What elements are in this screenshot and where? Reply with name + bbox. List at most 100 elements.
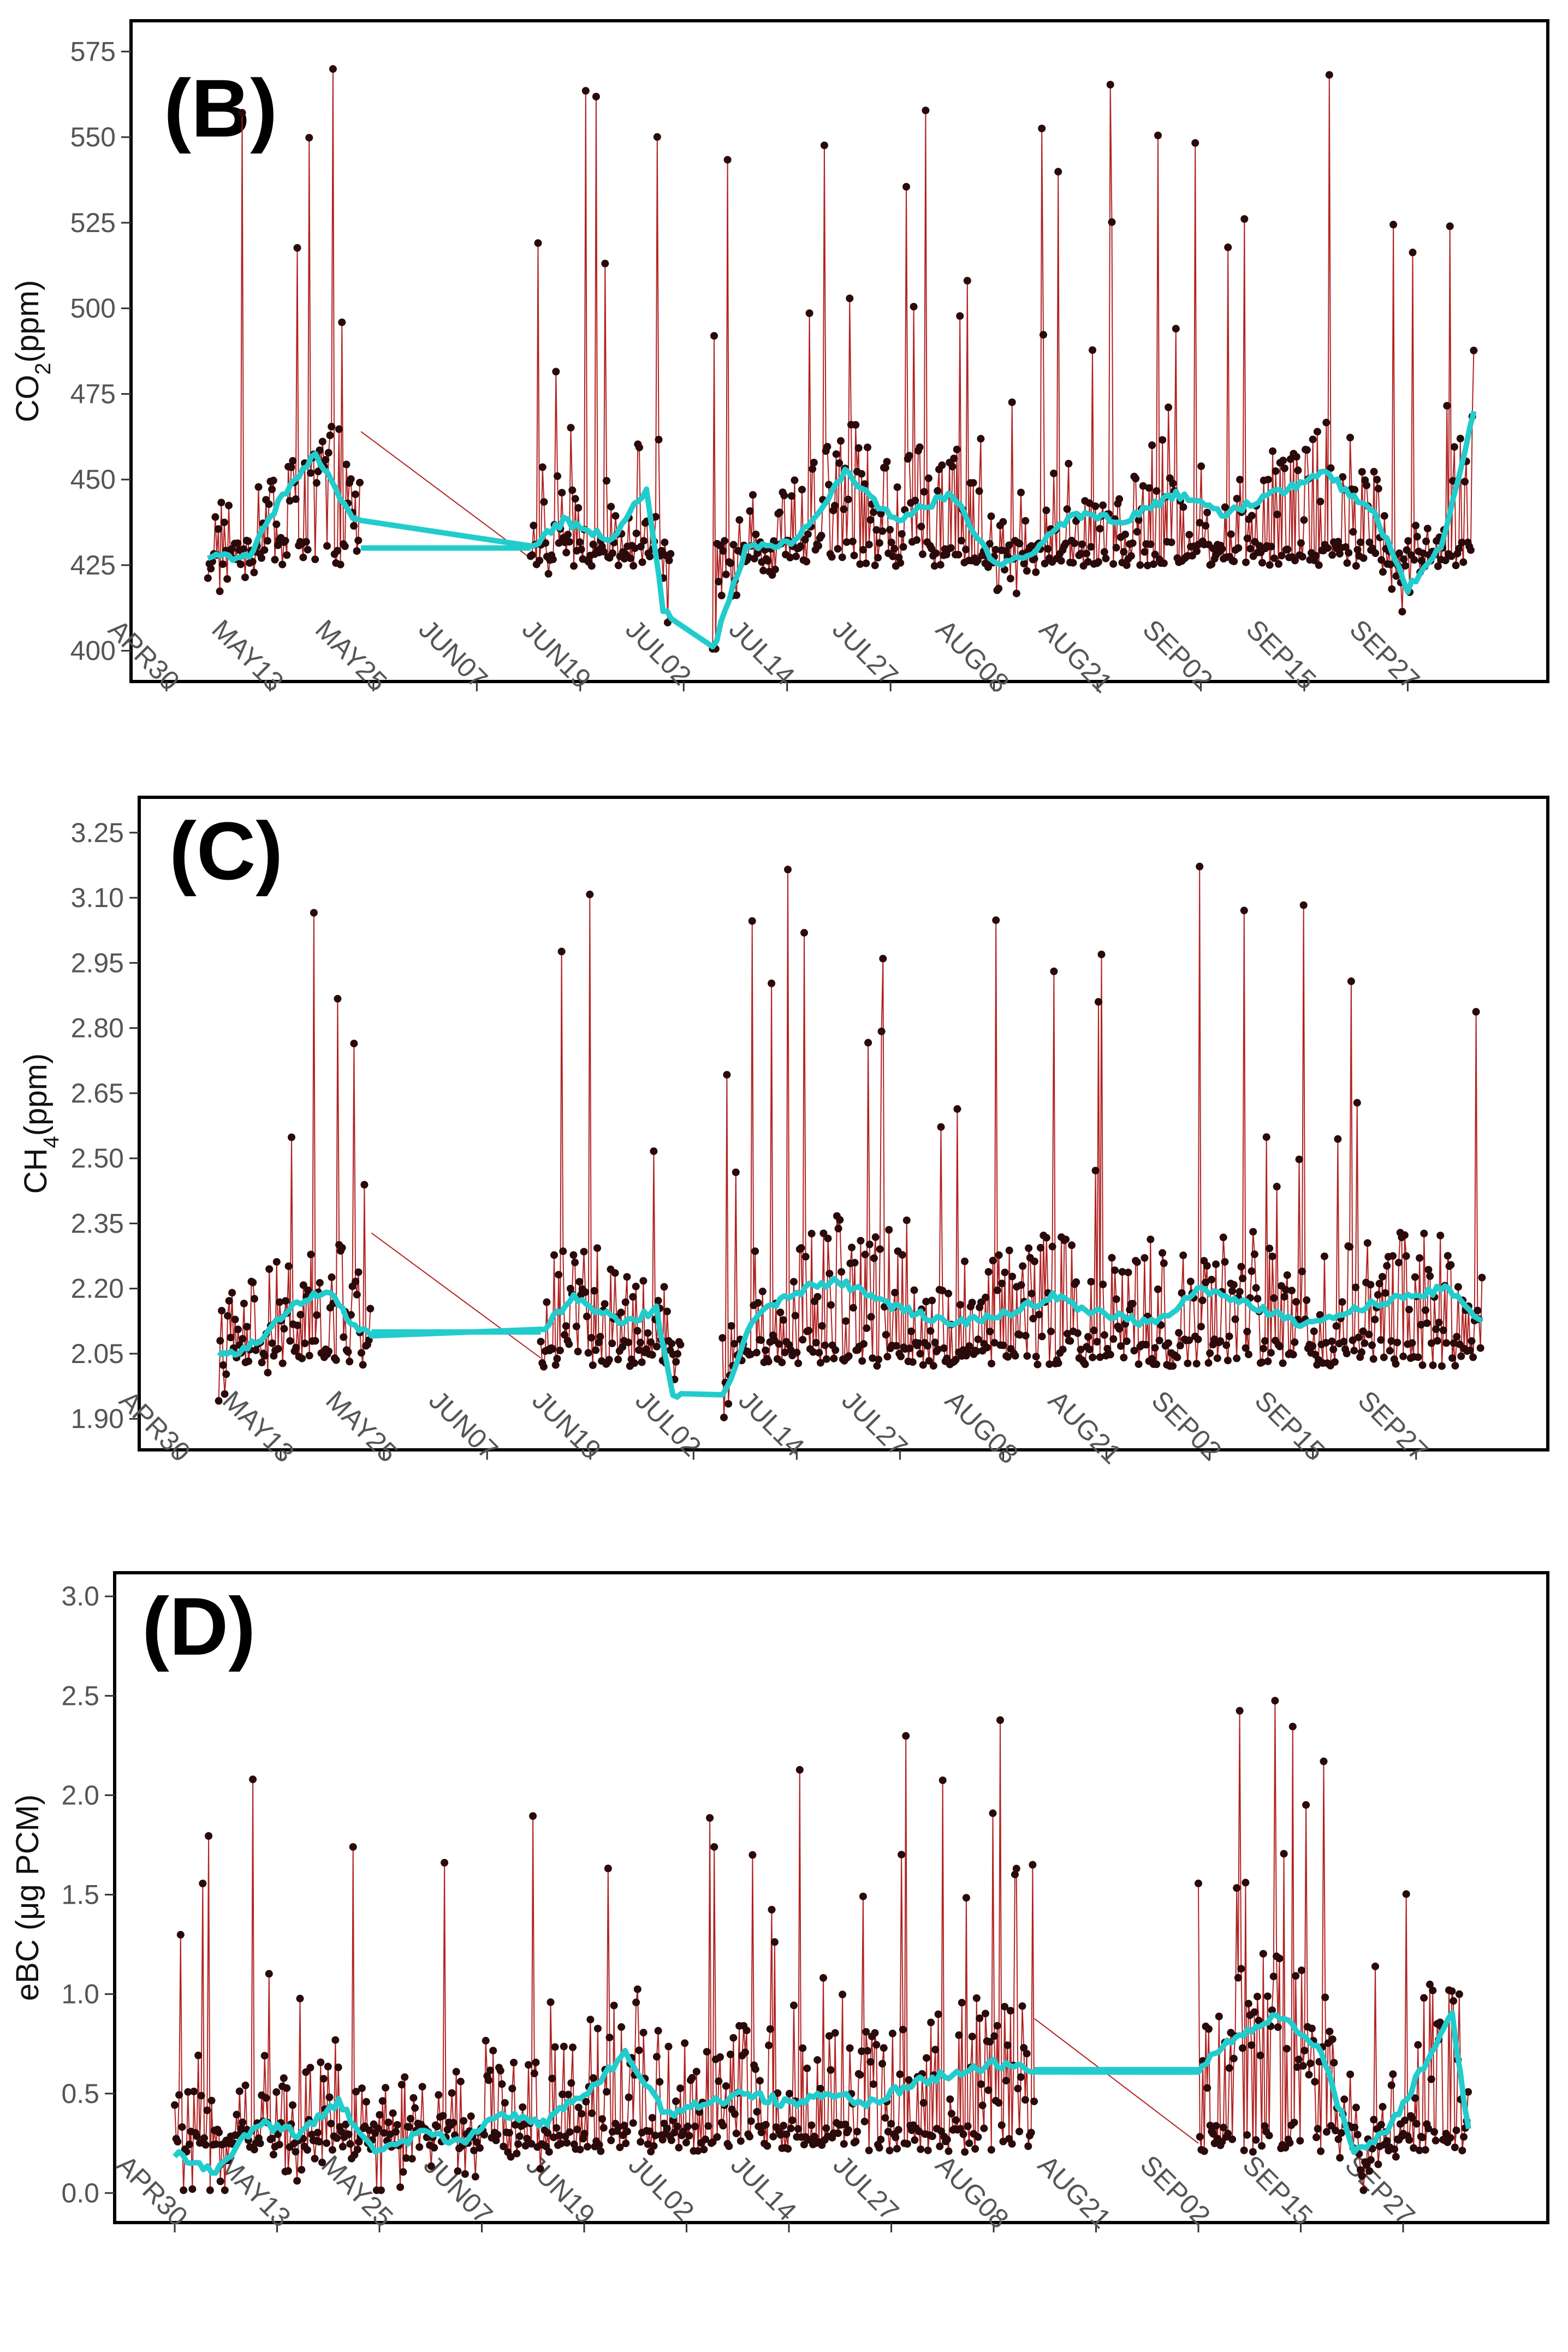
data-point [289,2101,296,2109]
data-point [1416,2146,1423,2154]
data-point [1124,1269,1132,1277]
data-point [401,2073,409,2081]
data-point [1453,1332,1461,1341]
data-point [507,2153,515,2161]
data-point [363,2098,370,2106]
data-point [590,1287,598,1295]
data-point [880,2044,888,2052]
data-point [1127,552,1135,560]
data-point [386,2130,394,2138]
data-point [902,1216,911,1224]
data-point [965,2139,973,2147]
data-point [663,2124,671,2132]
data-point [258,554,265,562]
data-point [722,2082,730,2090]
data-point [580,2130,589,2138]
data-point [1361,1339,1369,1347]
data-point [299,553,307,561]
data-point [1294,466,1302,475]
data-point [931,1338,939,1347]
data-point [919,2099,928,2107]
data-point [1108,218,1116,226]
data-point [553,2124,561,2132]
data-point [1427,1339,1435,1347]
data-point [1370,2116,1378,2124]
data-point [887,2120,895,2128]
data-point [544,570,553,578]
data-point [1346,434,1354,442]
data-point [548,2075,556,2083]
data-point [1320,1252,1328,1260]
data-point [1017,488,1025,496]
data-point [1363,481,1370,489]
data-point [986,1328,994,1336]
data-point [797,1244,805,1252]
data-point [1165,1339,1172,1347]
data-point [1420,1229,1428,1237]
data-point [637,543,645,550]
data-point [864,2047,871,2055]
data-point [598,2115,606,2123]
data-point [953,1105,961,1113]
data-point [1291,1338,1299,1346]
data-point [1255,542,1263,550]
data-point [314,467,322,476]
data-point [485,2076,493,2084]
data-point [595,2141,603,2149]
data-point [1228,1287,1237,1295]
data-point [1375,1279,1383,1288]
data-point [892,2134,900,2141]
data-point [766,2025,774,2033]
data-point [903,2140,911,2148]
data-point [243,1323,251,1331]
data-point [538,463,547,471]
data-point [805,309,813,317]
data-point [886,526,894,534]
data-point [605,2034,614,2042]
data-point [1167,538,1175,547]
data-point [1455,1990,1463,1998]
data-point [593,1244,601,1252]
y-tick-label: 2.35 [71,1208,124,1239]
data-point [928,1296,936,1305]
data-point [968,1299,976,1307]
data-point [534,239,542,247]
data-point [929,1362,937,1370]
data-point [835,459,844,467]
data-point [250,568,258,577]
data-point [790,2001,798,2010]
data-point [1457,1352,1465,1360]
data-point [1379,1273,1386,1281]
data-point [931,2046,940,2054]
data-point [1005,1246,1013,1254]
data-point [887,538,895,547]
data-point [1334,537,1343,546]
data-point [1050,967,1058,975]
data-point [325,2093,334,2101]
data-point [946,2095,954,2104]
data-point [1450,1339,1458,1347]
data-point [919,1361,927,1369]
data-point [1073,1329,1082,1337]
data-point [1291,556,1299,565]
data-point [603,477,610,485]
y-tick-label: 1.5 [61,1880,99,1910]
data-point [815,542,822,550]
data-point [194,2051,203,2059]
data-point [199,1880,207,1887]
data-point [1095,998,1102,1006]
data-point [1411,2094,1419,2102]
data-point [776,2131,785,2139]
data-point [1359,2186,1368,2194]
data-point [902,183,910,191]
data-point [1353,546,1362,554]
data-point [1154,132,1162,139]
data-point [327,2119,335,2128]
data-point [764,557,772,565]
data-point [1379,2102,1387,2111]
data-point [397,2081,406,2089]
data-point [1327,464,1335,472]
data-point [378,2097,387,2105]
data-point [747,2117,755,2125]
data-point [1115,1325,1124,1333]
